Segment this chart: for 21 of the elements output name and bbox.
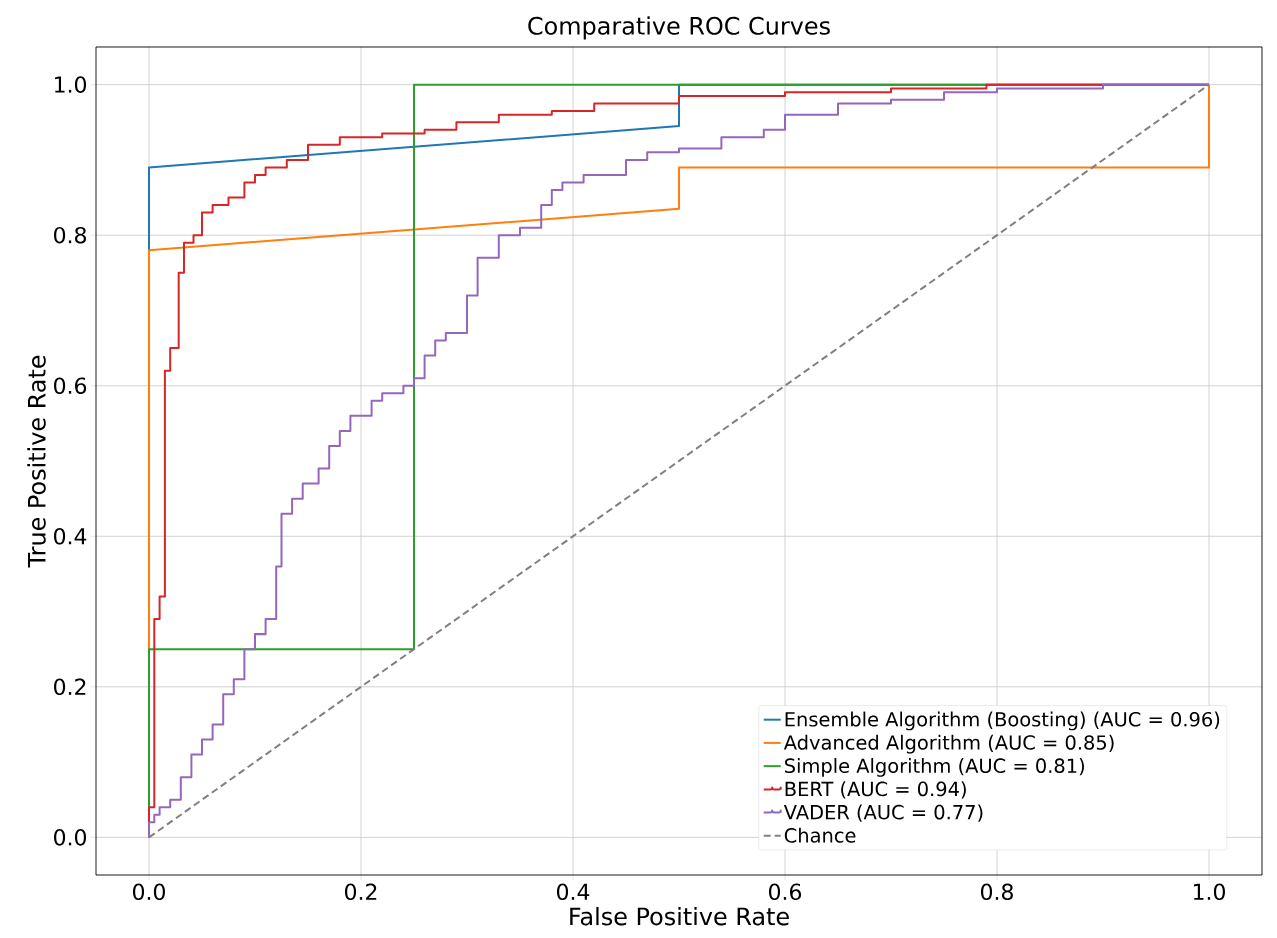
legend-label: VADER (AUC = 0.77) xyxy=(783,804,983,822)
y-tick-label: 0.0 xyxy=(54,829,87,846)
chart-title: Comparative ROC Curves xyxy=(528,16,830,40)
x-tick-label: 0.6 xyxy=(769,883,802,901)
x-tick-label: 0.2 xyxy=(345,883,377,901)
legend-label: Simple Algorithm (AUC = 0.81) xyxy=(785,758,1084,777)
y-axis-title: True Positive Rate xyxy=(27,355,46,568)
y-tick-label: 1.0 xyxy=(55,76,87,93)
y-tick-label: 0.2 xyxy=(54,678,86,696)
x-tick-label: 0.4 xyxy=(557,883,590,901)
y-tick-label: 0.8 xyxy=(54,226,86,244)
x-tick-label: 1.0 xyxy=(1193,883,1225,901)
x-tick-label: 0.0 xyxy=(133,883,165,901)
legend-label: Ensemble Algorithm (Boosting) (AUC = 0.96) xyxy=(785,711,1220,731)
x-tick-label: 0.8 xyxy=(981,883,1013,901)
x-axis-title: False Positive Rate xyxy=(570,906,789,926)
legend-label: BERT (AUC = 0.94) xyxy=(785,781,966,799)
legend-label: Advanced Algorithm (AUC = 0.85) xyxy=(783,734,1114,754)
legend-label: Chance xyxy=(784,827,856,843)
y-tick-label: 0.4 xyxy=(54,527,87,545)
y-tick-label: 0.6 xyxy=(54,377,87,395)
